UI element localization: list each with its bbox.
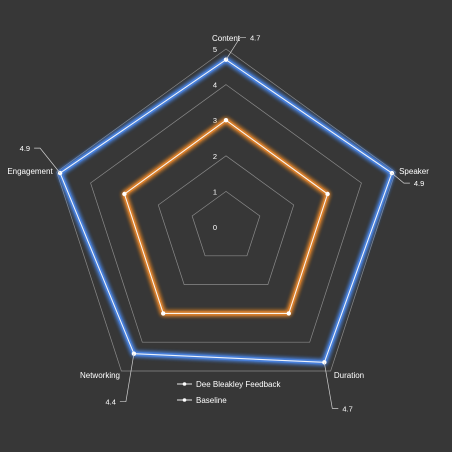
tick-label: 3 [213,116,217,125]
data-point [325,191,330,197]
grid-ring-5 [56,48,396,372]
data-label-leader [34,147,61,174]
data-label-leader [391,172,410,184]
data-point [286,311,291,316]
series-line-highlight [59,59,393,363]
series-line [57,57,394,365]
data-point [223,118,229,123]
legend-item: Dee Bleakley Feedback [177,380,281,389]
series-line-highlight [123,119,329,314]
legend-label: Dee Bleakley Feedback [196,380,281,389]
grid-ring-1 [191,190,261,257]
data-label-leader [119,353,135,403]
data-label-leader [323,362,339,409]
data-label-leader [225,37,246,60]
legend-marker [182,398,187,402]
data-label: 4.4 [105,398,115,407]
category-label-engagement: Engagement [7,167,53,176]
tick-label: 2 [213,152,217,161]
legend-label: Baseline [196,396,227,405]
tick-label: 1 [213,187,217,196]
data-label: 4.9 [20,144,30,153]
data-point [122,191,127,197]
series-layer [57,57,395,365]
tick-label: 4 [213,81,217,90]
grid-ring-2 [157,155,295,285]
series-0 [57,57,395,365]
radial-tick-labels: 0 1 2 3 4 5 [213,45,217,232]
data-point [161,311,166,316]
data-label: 4.7 [342,404,352,413]
data-label: 4.9 [414,179,424,188]
data-label: 4.7 [250,34,260,43]
series-1 [122,118,330,316]
category-label-speaker: Speaker [399,167,429,176]
category-labels: Content Speaker Duration Networking Engageme… [7,34,429,380]
grid-ring-4 [90,84,362,343]
category-label-networking: Networking [80,371,120,380]
legend-marker [182,382,187,386]
legend-item: Baseline [177,396,227,405]
data-labels: 4.7 4.9 4.7 4.4 4.9 [20,34,425,414]
category-label-duration: Duration [334,371,364,380]
category-label-content: Content [212,34,241,43]
grid [56,48,396,372]
tick-label: 0 [213,223,217,232]
tick-label: 5 [213,45,217,54]
legend: Dee Bleakley Feedback Baseline [177,380,281,405]
data-point [322,360,327,365]
